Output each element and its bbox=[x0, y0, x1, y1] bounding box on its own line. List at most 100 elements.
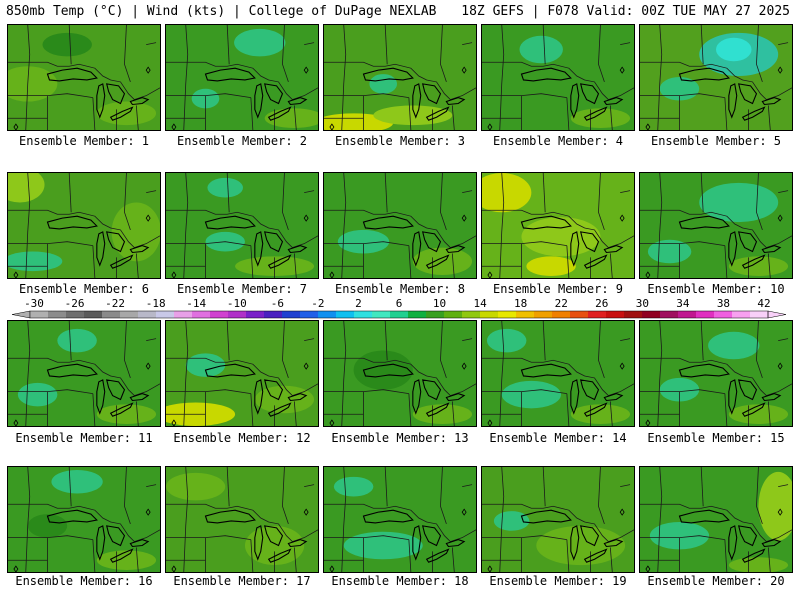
state-border bbox=[282, 467, 289, 525]
lake-outline bbox=[254, 379, 264, 415]
state-border bbox=[462, 190, 473, 194]
temperature-contour-region bbox=[57, 328, 97, 353]
state-border bbox=[451, 105, 455, 130]
state-border bbox=[657, 25, 663, 130]
lake-outline bbox=[570, 525, 580, 561]
temperature-contour-region bbox=[8, 173, 45, 203]
state-border bbox=[68, 25, 72, 65]
lake-outline bbox=[579, 379, 600, 401]
lake-outline bbox=[737, 83, 758, 105]
state-border bbox=[25, 467, 31, 572]
colorbar-segment bbox=[462, 311, 481, 318]
state-border bbox=[778, 190, 789, 194]
city-marker-icon bbox=[303, 66, 309, 74]
city-marker-icon bbox=[777, 214, 783, 222]
temperature-field bbox=[640, 321, 792, 426]
city-marker-icon bbox=[171, 271, 177, 278]
state-border bbox=[408, 393, 412, 426]
state-border bbox=[700, 467, 704, 507]
state-border bbox=[166, 241, 251, 247]
state-border bbox=[440, 467, 447, 525]
state-border bbox=[408, 97, 412, 130]
lake-outline bbox=[603, 539, 624, 548]
state-border bbox=[499, 467, 505, 572]
temperature-field bbox=[482, 25, 634, 130]
city-marker-icon bbox=[461, 66, 467, 74]
ensemble-member-map bbox=[7, 466, 161, 573]
temperature-field bbox=[166, 321, 318, 426]
lake-outline bbox=[267, 402, 292, 417]
colorbar-segment bbox=[480, 311, 499, 318]
temperature-contour-region bbox=[728, 404, 789, 425]
temperature-contour-region bbox=[42, 32, 92, 57]
lake-outline bbox=[46, 509, 98, 524]
temperature-contour-region bbox=[570, 404, 631, 425]
state-border bbox=[250, 393, 254, 426]
colorbar-segment bbox=[642, 311, 661, 318]
colorbar-segment bbox=[606, 311, 625, 318]
colorbar-segment bbox=[408, 311, 427, 318]
state-border bbox=[8, 61, 160, 101]
state-border bbox=[778, 42, 789, 46]
state-border bbox=[778, 338, 789, 342]
colorbar-segment bbox=[516, 311, 535, 318]
lake-outline bbox=[287, 539, 308, 548]
temperature-contour-region bbox=[482, 173, 532, 213]
state-border bbox=[324, 389, 409, 395]
state-border bbox=[304, 484, 315, 488]
temperature-field bbox=[324, 467, 476, 572]
lake-outline bbox=[129, 539, 150, 548]
lake-outline bbox=[761, 393, 782, 402]
state-border bbox=[598, 321, 605, 379]
state-border bbox=[451, 547, 455, 572]
colorbar-tick-label: 30 bbox=[636, 297, 649, 310]
colorbar-tick-label: 22 bbox=[555, 297, 568, 310]
ensemble-member-map bbox=[639, 24, 793, 131]
lake-outline bbox=[129, 393, 150, 402]
temperature-field bbox=[640, 25, 792, 130]
colorbar-segment bbox=[282, 311, 301, 318]
colorbar-segment bbox=[66, 311, 85, 318]
colorbar-segment bbox=[426, 311, 445, 318]
temperature-contour-region bbox=[369, 74, 398, 94]
state-border bbox=[482, 241, 567, 247]
ensemble-member-map bbox=[481, 320, 635, 427]
lake-outline bbox=[412, 83, 422, 119]
state-border bbox=[8, 93, 93, 99]
state-border bbox=[304, 338, 315, 342]
lake-outline bbox=[129, 245, 150, 254]
lake-outline bbox=[204, 67, 256, 82]
state-border bbox=[146, 338, 157, 342]
lake-outline bbox=[728, 379, 738, 415]
temperature-field bbox=[166, 25, 318, 130]
state-border bbox=[324, 209, 476, 249]
state-border bbox=[756, 173, 763, 231]
state-border bbox=[68, 173, 72, 213]
ensemble-member-label: Ensemble Member: 18 bbox=[331, 574, 469, 588]
state-border bbox=[384, 467, 388, 507]
temperature-contour-region bbox=[526, 256, 576, 277]
state-border bbox=[408, 539, 412, 572]
state-border bbox=[166, 535, 251, 541]
state-border bbox=[609, 105, 613, 130]
lake-outline bbox=[263, 525, 284, 547]
lake-outline bbox=[287, 97, 308, 106]
state-border bbox=[135, 105, 139, 130]
lake-outline bbox=[105, 83, 126, 105]
colorbar-tick-label: 26 bbox=[595, 297, 608, 310]
state-border bbox=[68, 321, 72, 361]
temperature-contour-region bbox=[412, 404, 473, 425]
lake-outline bbox=[570, 379, 580, 415]
lake-outline bbox=[583, 106, 608, 121]
lake-outline bbox=[728, 83, 738, 119]
city-marker-icon bbox=[777, 362, 783, 370]
city-marker-icon bbox=[645, 123, 651, 130]
state-border bbox=[226, 467, 230, 507]
lake-outline bbox=[445, 393, 466, 402]
colorbar-segment bbox=[264, 311, 283, 318]
state-border bbox=[700, 25, 704, 65]
temperature-contour-region bbox=[758, 471, 792, 541]
city-marker-icon bbox=[461, 362, 467, 370]
lake-outline bbox=[445, 97, 466, 106]
lake-outline bbox=[520, 363, 572, 378]
